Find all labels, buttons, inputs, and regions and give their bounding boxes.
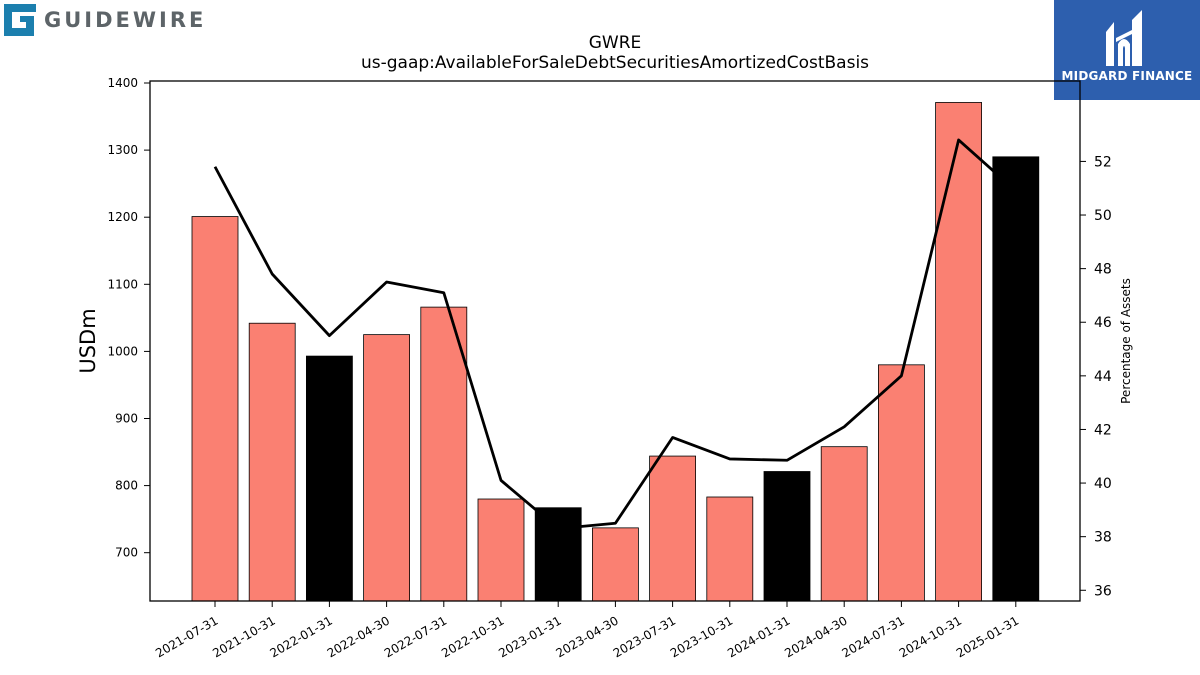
y-tick-label-800: 800: [115, 479, 138, 493]
y2-axis-label: Percentage of Assets: [1119, 278, 1133, 404]
y-tick-label-1200: 1200: [107, 210, 138, 224]
y2-tick-label-42: 42: [1094, 422, 1112, 438]
midgard-finance-logo: MIDGARD FINANCE: [1054, 0, 1200, 100]
x-tick-label-2024-04-30: 2024-04-30: [782, 613, 849, 660]
y2-tick-label-40: 40: [1094, 476, 1112, 492]
x-tick-label-2025-01-31: 2025-01-31: [954, 613, 1021, 660]
percentage-of-assets-line: [213, 138, 1017, 531]
y2-tick-label-48: 48: [1094, 262, 1112, 278]
x-tick-label-2022-01-31: 2022-01-31: [267, 613, 334, 660]
y2-tick-label-44: 44: [1094, 369, 1112, 385]
x-axis: 2021-07-312021-10-312022-01-312022-04-30…: [153, 601, 1021, 660]
x-tick-label-2023-10-31: 2023-10-31: [668, 613, 735, 660]
bar-2023-01-31: [534, 507, 582, 602]
bar-2021-07-31: [191, 216, 239, 602]
x-tick-label-2021-07-31: 2021-07-31: [153, 613, 220, 660]
x-tick-label-2024-07-31: 2024-07-31: [839, 613, 906, 660]
bar-2022-10-31: [477, 498, 525, 602]
y2-tick-label-46: 46: [1094, 315, 1112, 331]
bar-2021-10-31: [248, 322, 296, 602]
y-tick-label-1000: 1000: [107, 344, 138, 358]
x-tick-label-2023-01-31: 2023-01-31: [496, 613, 563, 660]
bar-2022-04-30: [363, 334, 411, 602]
x-tick-label-2022-07-31: 2022-07-31: [382, 613, 449, 660]
brand-name: MIDGARD FINANCE: [1061, 69, 1193, 83]
bar-2024-04-30: [820, 446, 868, 602]
x-tick-label-2024-01-31: 2024-01-31: [725, 613, 792, 660]
y-tick-label-1300: 1300: [107, 143, 138, 157]
guidewire-mark-icon: [4, 4, 36, 36]
bar-2024-10-31: [935, 102, 982, 602]
y2-tick-label-50: 50: [1094, 208, 1112, 224]
x-tick-label-2022-04-30: 2022-04-30: [325, 613, 392, 660]
bar-2025-01-31: [992, 156, 1040, 602]
x-tick-label-2024-10-31: 2024-10-31: [897, 613, 964, 660]
guidewire-wordmark: GUIDEWIRE: [44, 8, 207, 32]
y-axis-right: 36 38 40 42 44 46 48 50 52: [1080, 154, 1112, 599]
bar-2024-01-31: [763, 471, 811, 602]
y-axis-label: USDm: [76, 308, 100, 373]
bars-group: [191, 102, 1040, 602]
x-tick-label-2022-10-31: 2022-10-31: [439, 613, 506, 660]
y-axis-left: 700 800 900 1000 1100 1200 1300 1400: [107, 76, 150, 560]
x-tick-label-2023-07-31: 2023-07-31: [611, 613, 678, 660]
bar-2023-07-31: [649, 455, 696, 602]
chart-title: GWRE: [589, 33, 642, 53]
line-group: [213, 138, 1017, 531]
bar-2022-01-31: [305, 355, 353, 602]
x-tick-label-2021-10-31: 2021-10-31: [210, 613, 277, 660]
y-tick-label-1400: 1400: [107, 76, 138, 90]
y-tick-label-900: 900: [115, 411, 138, 425]
guidewire-logo: GUIDEWIRE: [4, 4, 206, 36]
y-tick-label-1100: 1100: [107, 277, 138, 291]
x-tick-label-2023-04-30: 2023-04-30: [553, 613, 620, 660]
bar-2023-04-30: [592, 527, 639, 602]
y2-tick-label-36: 36: [1094, 583, 1112, 599]
bar-2022-07-31: [420, 306, 468, 602]
chart-subtitle: us-gaap:AvailableForSaleDebtSecuritiesAm…: [361, 53, 869, 73]
bar-2024-07-31: [878, 364, 925, 602]
y2-tick-label-38: 38: [1094, 530, 1112, 546]
y2-tick-label-52: 52: [1094, 154, 1112, 170]
y-tick-label-700: 700: [115, 546, 138, 560]
bar-2023-10-31: [706, 496, 754, 602]
midgard-mark-icon: [1106, 10, 1142, 66]
